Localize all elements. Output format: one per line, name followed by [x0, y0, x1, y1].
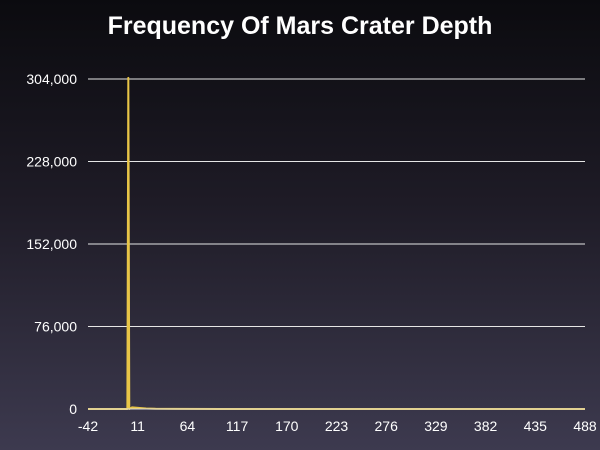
- x-tick-label: 435: [524, 418, 548, 434]
- gridlines: [88, 78, 585, 327]
- x-tick-label: 329: [424, 418, 448, 434]
- y-tick-labels: 0 76,000 152,000 228,000 304,000: [26, 71, 77, 417]
- y-tick-label: 0: [69, 401, 77, 417]
- y-tick-label: 76,000: [34, 319, 77, 335]
- x-tick-label: 382: [474, 418, 498, 434]
- chart-title: Frequency Of Mars Crater Depth: [107, 12, 493, 40]
- x-tick-label: -42: [78, 418, 98, 434]
- x-tick-label: 276: [375, 418, 399, 434]
- y-tick-label: 228,000: [26, 154, 77, 170]
- x-tick-labels: -42 11 64 117 170 223 276 329 382 435 488: [78, 418, 597, 434]
- series-line-0: [88, 76, 585, 410]
- y-tick-label: 304,000: [26, 71, 77, 87]
- x-tick-label: 64: [180, 418, 196, 434]
- x-tick-label: 170: [275, 418, 299, 434]
- y-tick-label: 152,000: [26, 236, 77, 252]
- series-layer: [88, 76, 585, 410]
- x-tick-label: 488: [573, 418, 597, 434]
- x-tick-label: 117: [226, 418, 249, 434]
- x-tick-label: 11: [130, 418, 145, 434]
- x-tick-label: 223: [325, 418, 349, 434]
